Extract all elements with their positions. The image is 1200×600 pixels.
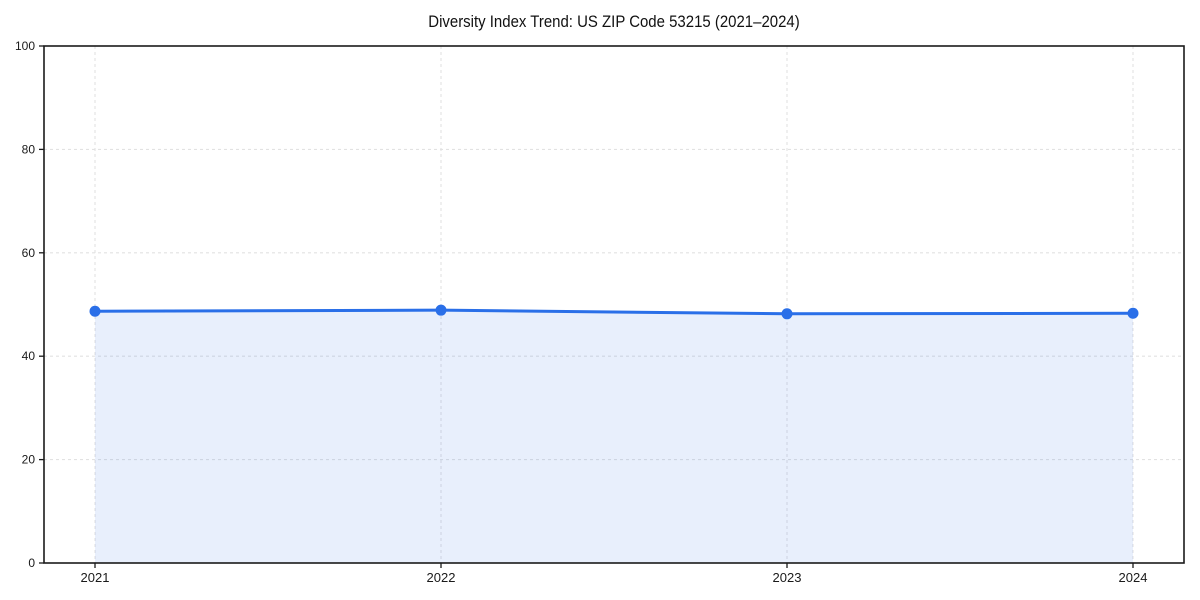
- y-tick-label: 100: [15, 39, 35, 53]
- data-point-marker: [435, 304, 447, 316]
- y-tick-label: 20: [22, 453, 36, 467]
- x-tick-label: 2024: [1119, 570, 1148, 585]
- data-point-marker: [781, 308, 793, 320]
- area-fill: [95, 310, 1133, 563]
- x-tick-label: 2021: [81, 570, 110, 585]
- y-tick-label: 80: [22, 142, 36, 156]
- chart-title: Diversity Index Trend: US ZIP Code 53215…: [428, 12, 800, 31]
- data-point-marker: [1127, 307, 1139, 319]
- y-tick-label: 40: [22, 349, 36, 363]
- plot-border: [43, 45, 1185, 564]
- data-point-marker: [89, 305, 101, 317]
- y-tick-label: 0: [28, 556, 35, 570]
- trend-line: [93, 308, 1135, 316]
- x-tick-label: 2023: [773, 570, 802, 585]
- x-tick-label: 2022: [427, 570, 456, 585]
- y-tick-label: 60: [22, 246, 36, 260]
